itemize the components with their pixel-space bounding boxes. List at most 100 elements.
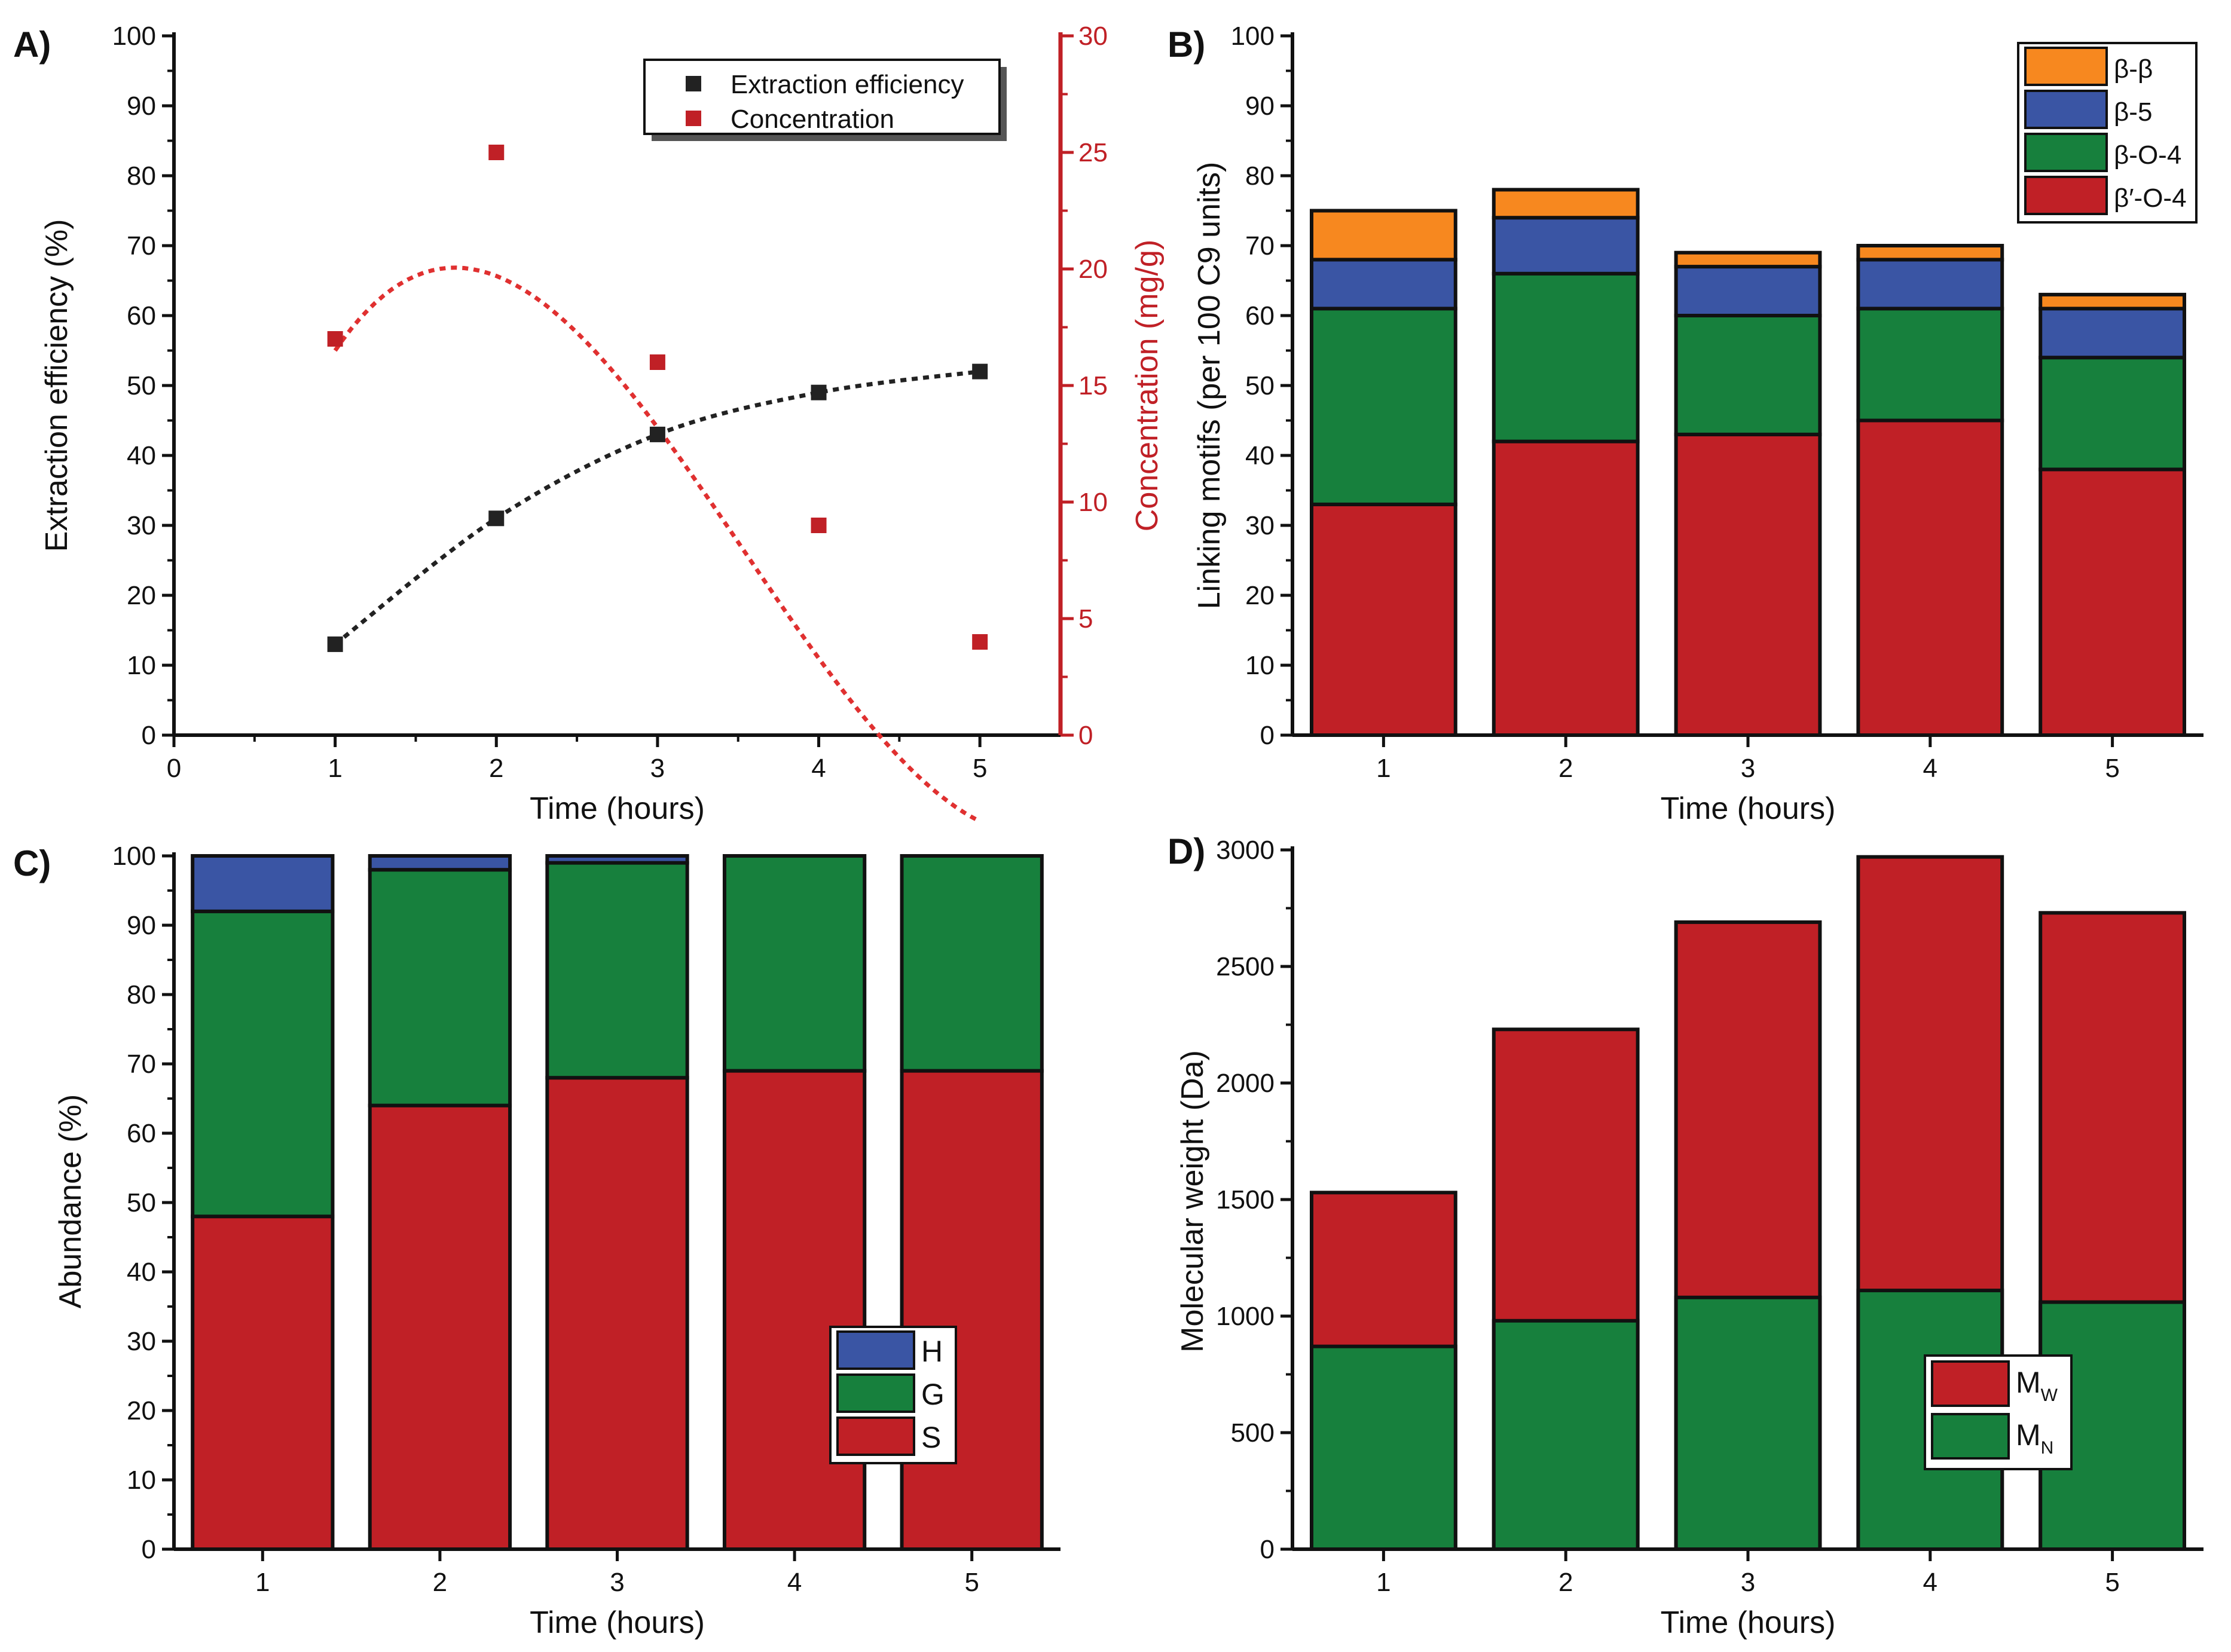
y-tick-label: 10 [1245,651,1275,680]
x-axis-title: Time (hours) [1661,791,1836,826]
y-tick-label: 100 [1231,22,1275,51]
mn-bar [1310,1344,1457,1551]
y-axis-title: Abundance (%) [53,1094,88,1308]
x-tick-label: 4 [811,754,826,783]
x-axis-title: Time (hours) [1661,1605,1836,1640]
y2-tick-label: 10 [1078,488,1108,517]
x-tick-label: 4 [787,1568,802,1597]
y-tick-label: 1000 [1216,1302,1275,1331]
x-tick-label: 4 [1923,1568,1937,1597]
legend-label: G [921,1378,945,1411]
panel-label: B) [1168,25,1205,65]
y-tick-label: 30 [127,511,156,540]
legend-swatch [2024,47,2108,86]
mn-bar [2039,1300,2186,1552]
y-tick-label: 30 [127,1327,156,1356]
y-tick-label: 90 [1245,91,1275,121]
y-tick-label: 40 [127,1258,156,1287]
extraction-efficiency-point [811,384,827,400]
y-tick-label: 90 [127,91,156,121]
y-tick-label: 80 [127,161,156,191]
extraction-efficiency-point [649,426,665,442]
y2-tick-label: 5 [1078,604,1093,634]
x-tick-label: 0 [167,754,181,783]
y-axis-title: Molecular weight (Da) [1175,1050,1210,1353]
bar-segment [1310,307,1457,506]
legend-swatch [836,1373,915,1413]
y2-tick-label: 15 [1078,371,1108,400]
y2-tick-label: 25 [1078,138,1108,167]
bar-segment [1856,258,2004,311]
concentration-point [649,354,665,370]
x-axis-title: Time (hours) [530,791,705,826]
concentration-point [488,145,505,160]
y-tick-label: 80 [1245,161,1275,191]
panel-label: A) [13,25,51,65]
y-tick-label: 0 [1260,721,1275,750]
y-tick-label: 60 [127,1119,156,1148]
bar-segment [1310,502,1457,738]
y-tick-label: 20 [127,1396,156,1425]
legend-box [643,59,1001,135]
legend-label: Concentration [731,105,894,134]
bar-segment [722,1069,867,1551]
bar-segment [368,854,512,872]
y-tick-label: 20 [127,581,156,610]
y-tick-label: 50 [127,1188,156,1217]
legend-swatch [2024,133,2108,172]
legend-label-main: M [2016,1366,2041,1399]
y2-axis-title: Concentration (mg/g) [1130,240,1165,531]
bar-segment [1856,418,2004,737]
concentration-point [972,634,988,650]
x-tick-label: 1 [1376,754,1390,783]
bar-segment [2039,467,2186,738]
y2-tick-label: 30 [1078,22,1108,51]
concentration-point [811,518,827,533]
y-tick-label: 70 [127,231,156,261]
y-tick-label: 3000 [1216,836,1275,865]
x-tick-label: 3 [650,754,665,783]
y2-tick-label: 20 [1078,255,1108,284]
bar-segment [1310,209,1457,262]
extraction-efficiency-point [327,636,343,652]
x-tick-label: 2 [489,754,503,783]
y2-tick-label: 0 [1078,721,1093,750]
legend-label: β-5 [2114,97,2152,127]
x-tick-label: 5 [2105,754,2119,783]
y-axis-title: Extraction efficiency (%) [39,219,74,552]
panel-d: D) 0 500 1000 1500 2000 2500 3000 1 2 3 4 5 Time (hou… [1168,831,2204,1640]
y-tick-label: 2500 [1216,952,1275,981]
bar-segment [900,1069,1044,1551]
bar-segment [1492,271,1640,443]
bar-segment [1674,265,1822,318]
bar-segment [2039,307,2186,360]
x-tick-label: 3 [610,1568,624,1597]
y-tick-label: 80 [127,980,156,1009]
bar-segment [191,909,335,1219]
legend: HGS [829,1326,957,1464]
y-tick-label: 50 [1245,371,1275,400]
legend-label: MW [2016,1366,2058,1405]
x-tick-label: 1 [328,754,342,783]
bar-segment [191,1214,335,1551]
x-tick-label: 1 [255,1568,270,1597]
y-tick-label: 0 [1260,1535,1275,1564]
bar-segment [368,1103,512,1551]
bar-segment [1310,258,1457,311]
legend-label: β′-O-4 [2114,183,2187,213]
y-tick-label: 40 [127,441,156,470]
y-tick-label: 100 [112,842,156,871]
legend-label-subscript: N [2041,1438,2054,1458]
bar-segment [900,854,1044,1073]
bar-segment [1674,250,1822,269]
legend-marker-concentration [686,111,701,126]
extraction-efficiency-point [972,363,988,380]
y-tick-label: 40 [1245,441,1275,470]
y-tick-label: 2000 [1216,1069,1275,1098]
legend-label: β-β [2114,54,2153,84]
y-tick-label: 60 [1245,301,1275,331]
y-tick-label: 0 [142,721,156,750]
x-tick-label: 3 [1741,1568,1755,1597]
